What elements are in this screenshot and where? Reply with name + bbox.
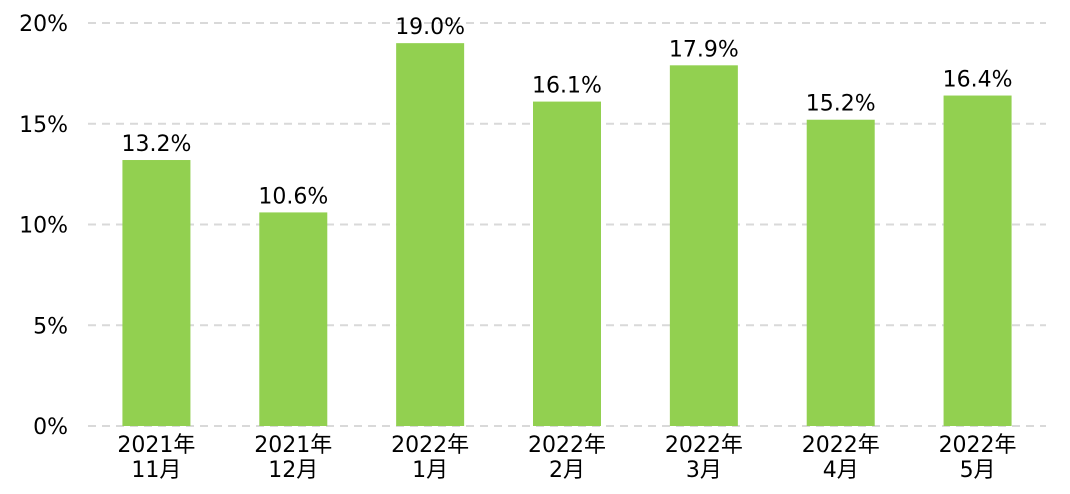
x-category-label: 5月 (960, 458, 996, 483)
y-tick-label: 20% (19, 12, 68, 37)
y-tick-label: 10% (19, 214, 68, 239)
x-axis-categories: 2021年11月2021年12月2022年1月2022年2月2022年3月202… (117, 433, 1016, 483)
x-category-label: 2022年 (391, 433, 469, 458)
data-labels: 13.2% 10.6% 19.0% 16.1% 17.9% 15.2% 16.4% (121, 15, 1012, 209)
x-category-label: 2021年 (254, 433, 332, 458)
x-category-label: 4月 (823, 458, 859, 483)
x-category-label: 2月 (549, 458, 585, 483)
x-category-label: 11月 (131, 458, 181, 483)
x-category-label: 12月 (268, 458, 318, 483)
x-category-label: 2022年 (802, 433, 880, 458)
data-label: 10.6% (258, 184, 328, 209)
data-label: 19.0% (395, 15, 465, 40)
x-category-label: 3月 (686, 458, 722, 483)
data-label: 16.4% (943, 68, 1013, 93)
y-tick-label: 15% (19, 113, 68, 138)
x-category-label: 2022年 (665, 433, 743, 458)
bar (669, 65, 738, 426)
bar (943, 95, 1012, 426)
y-tick-label: 0% (33, 415, 68, 440)
bar (396, 43, 465, 427)
y-axis-ticks: 0% 5% 10% 15% 20% (19, 12, 68, 440)
x-category-label: 1月 (412, 458, 448, 483)
bars (122, 43, 1012, 427)
y-tick-label: 5% (33, 314, 68, 339)
bar (806, 119, 875, 426)
bar (122, 160, 191, 426)
x-category-label: 2022年 (939, 433, 1017, 458)
x-category-label: 2021年 (117, 433, 195, 458)
x-category-label: 2022年 (528, 433, 606, 458)
data-label: 13.2% (121, 132, 191, 157)
bar (533, 101, 601, 427)
data-label: 17.9% (669, 37, 739, 62)
bar (259, 212, 328, 426)
data-label: 16.1% (532, 74, 602, 99)
data-label: 15.2% (806, 92, 876, 117)
